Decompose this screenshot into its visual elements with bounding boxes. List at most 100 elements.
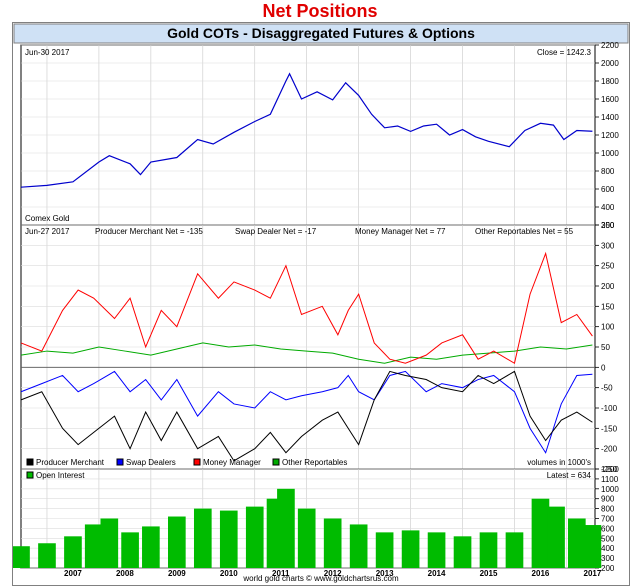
y-tick-label: 200 [601,564,615,573]
y-tick-label: 2000 [601,59,619,68]
y-tick-label: 150 [601,302,615,311]
y-tick-label: 700 [601,515,615,524]
x-tick-label: 2011 [272,569,290,578]
open-interest-bar [84,524,103,568]
open-interest-bar [401,530,420,568]
y-tick-label: 800 [601,505,615,514]
legend-swatch-other [272,458,280,466]
net-header-date: Jun-27 2017 [25,227,70,236]
open-interest-bar [349,524,368,568]
legend-swatch-open-interest [26,471,34,479]
x-tick-label: 2016 [532,569,550,578]
x-tick-label: 2014 [428,569,446,578]
title-bar [13,23,629,44]
open-interest-bar [531,498,550,568]
y-tick-label: 2200 [601,41,619,50]
open-interest-bar [427,532,446,568]
net-header-money: Money Manager Net = 77 [355,227,446,236]
x-axis: 2007 2008 2009 2010 2011 2012 2013 2014 2015 2016… [64,569,602,578]
y-tick-label: 500 [601,534,615,543]
open-interest-bar [245,506,264,568]
y-tick-label: -100 [601,404,618,413]
price-series-line [20,72,593,188]
oi-header-right: Latest = 634 [547,471,592,480]
x-tick-label: 2013 [376,569,394,578]
y-tick-label: 600 [601,185,615,194]
x-tick-label: 2008 [116,569,134,578]
y-tick-label: 350 [601,221,615,230]
open-interest-bar [277,488,295,568]
open-interest-bar [297,508,316,568]
x-tick-label: 2007 [64,569,82,578]
open-interest-bar [505,532,524,568]
y-tick-label: -50 [601,384,613,393]
net-header-producer: Producer Merchant Net = -135 [95,227,203,236]
open-interest-bar [547,506,565,568]
y-tick-label: 250 [601,262,615,271]
y-tick-label: 1400 [601,113,619,122]
x-tick-label: 2009 [168,569,186,578]
price-corner-label: Comex Gold [25,214,69,223]
legend-swatch-money [193,458,201,466]
y-tick-label: 1200 [601,465,619,474]
open-interest-bar [375,532,394,568]
open-interest-bar [121,532,139,568]
legend-label-other: Other Reportables [282,458,347,467]
legend-label-money: Money Manager [203,458,261,467]
money-manager-line [20,251,593,365]
chart-title: Gold COTs - Disaggregated Futures & Opti… [167,25,475,41]
net-header-swap: Swap Dealer Net = -17 [235,227,317,236]
legend-swatch-producer [26,458,34,466]
y-tick-label: 1000 [601,485,619,494]
open-interest-bar [193,508,212,568]
y-tick-label: 0 [601,363,606,372]
y-tick-label: 200 [601,221,615,230]
y-tick-label: 1000 [601,149,619,158]
y-tick-label: 900 [601,495,615,504]
x-tick-label: 2012 [324,569,342,578]
legend-label-swap: Swap Dealers [126,458,176,467]
swap-dealers-line [20,370,593,454]
open-interest-bar [168,516,186,568]
x-tick-label: 2017 [584,569,602,578]
x-tick-label: 2010 [220,569,238,578]
chart-footer: world gold charts © www.goldchartsrus.co… [242,574,399,583]
open-interest-bar [567,518,586,568]
y-tick-label: 1600 [601,95,619,104]
price-header-left: Jun-30 2017 [25,48,70,57]
net-units-note: volumes in 1000's [527,458,591,467]
open-interest-bar [323,518,342,568]
net-positions-panel: -250 -200 -150 -100 -50 0 50 100 150 200 250 300 350… [20,221,618,474]
y-tick-label: -150 [601,424,618,433]
open-interest-bar [100,518,119,568]
net-legend: Producer Merchant Swap Dealers Money Man… [26,458,591,467]
x-tick-label: 2015 [480,569,498,578]
y-tick-label: 600 [601,524,615,533]
legend-swatch-swap [116,458,124,466]
y-tick-label: -250 [601,465,618,474]
price-header-right: Close = 1242.3 [537,48,592,57]
open-interest-bar [219,510,238,568]
open-interest-bar [479,532,498,568]
y-tick-label: 300 [601,554,615,563]
chart-svg: Gold COTs - Disaggregated Futures & Opti… [13,23,629,583]
page-title: Net Positions [262,1,378,21]
y-tick-label: 1200 [601,131,619,140]
price-panel: 200 400 600 800 1000 1200 1400 1600 1800 2000 2200… [20,41,619,230]
net-header-other: Other Reportables Net = 55 [475,227,574,236]
y-tick-label: 400 [601,203,615,212]
y-tick-label: 400 [601,544,615,553]
y-tick-label: -200 [601,445,618,454]
y-tick-label: 300 [601,241,615,250]
other-reportables-line [20,342,593,364]
open-interest-bar [453,536,472,568]
open-interest-bar [64,536,82,568]
legend-label-open-interest: Open Interest [36,471,85,480]
legend-label-producer: Producer Merchant [36,458,105,467]
producer-merchant-line [20,370,593,462]
y-tick-label: 100 [601,323,615,332]
y-tick-label: 1100 [601,475,619,484]
open-interest-bar [583,525,602,568]
y-tick-label: 50 [601,343,610,352]
